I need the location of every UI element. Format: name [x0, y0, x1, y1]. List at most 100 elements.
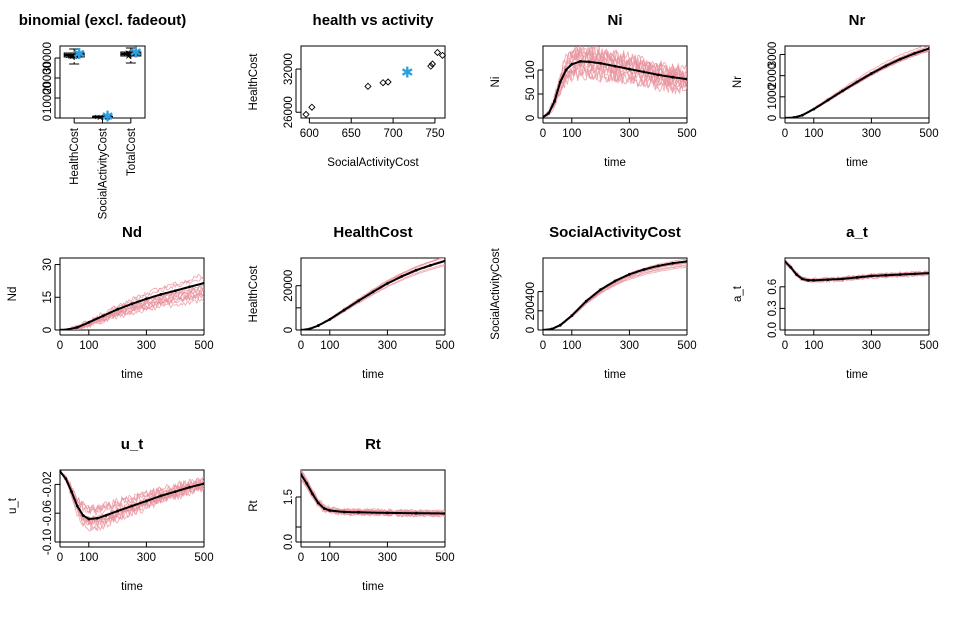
mean-point [400, 274, 404, 278]
mean-point [64, 477, 68, 481]
mean-line [543, 260, 687, 330]
x-axis-label: time [604, 369, 626, 381]
x-tick-label: 500 [677, 128, 696, 140]
y-tick-label: 200 [525, 301, 537, 320]
mean-point [913, 52, 916, 55]
x-tick-label: 300 [862, 128, 881, 140]
panel-title: a_t [846, 224, 868, 241]
plot-frame [59, 257, 205, 331]
x-tick-label: 300 [137, 552, 156, 564]
x-tick-label: 500 [435, 340, 454, 352]
y-tick-label: 50 [525, 88, 537, 101]
y-tick-label: 0.0 [767, 322, 779, 338]
y-axis-label: Rt [248, 499, 260, 511]
y-tick-label: 0.6 [767, 279, 779, 295]
simulation-line [543, 46, 687, 118]
mean-point [342, 510, 346, 514]
x-tick-label: 100 [804, 128, 823, 140]
x-tick-label: 300 [620, 340, 639, 352]
mean-point [550, 327, 554, 330]
y-tick-label: 32000 [283, 53, 295, 85]
mean-point [429, 263, 432, 267]
x-tick-label: 700 [383, 128, 402, 140]
x-tick-label: 300 [137, 340, 156, 352]
mean-point [558, 80, 562, 84]
mean-point [357, 510, 360, 514]
y-tick-label: 0 [767, 115, 779, 121]
scatter-point [433, 48, 442, 57]
mean-point [806, 278, 810, 282]
y-axis-label: SocialActivityCost [490, 248, 502, 340]
mean-point [130, 302, 134, 306]
x-tick-label: 0 [57, 340, 63, 352]
x-axis-label: SocialActivityCost [327, 157, 419, 169]
mean-point [800, 277, 804, 281]
mean-point [841, 89, 844, 93]
mean-point [884, 64, 888, 68]
box-point: × [75, 53, 82, 62]
mean-point [173, 289, 177, 293]
x-tick-label: 600 [300, 128, 319, 140]
panel-title: Nd [122, 224, 142, 241]
scatter-point [364, 82, 372, 90]
mean-point [841, 277, 844, 281]
mean-point [104, 513, 108, 517]
mean-point [671, 75, 674, 79]
mean-point [443, 259, 445, 263]
mean-point [159, 494, 163, 498]
x-tick-label: 500 [919, 340, 938, 352]
mean-point [685, 259, 687, 263]
x-tick-label: 500 [919, 128, 938, 140]
box-point: × [105, 113, 112, 122]
mean-point [75, 325, 79, 329]
mean-point [202, 482, 204, 486]
box-point: × [68, 53, 75, 62]
mean-point [792, 116, 796, 118]
mean-point [584, 299, 588, 303]
simulation-line [60, 273, 204, 330]
mean-point [599, 288, 602, 292]
simulation-line [785, 50, 929, 118]
box-point: × [68, 52, 75, 61]
x-axis-label: time [846, 157, 868, 169]
box-highlight-point: ✱ [73, 45, 86, 63]
mean-point [386, 511, 389, 515]
x-tick-label: 300 [378, 340, 397, 352]
simulation-line [785, 50, 929, 118]
y-tick-label: 30000 [42, 42, 54, 74]
mean-point [587, 60, 591, 64]
mean-point [316, 324, 320, 327]
mean-point [116, 509, 119, 513]
mean-point [543, 328, 545, 330]
x-category-label: HealthCost [69, 127, 81, 185]
series-group [785, 46, 929, 118]
mean-point [67, 327, 71, 330]
x-category-label: SocialActivityCost [98, 127, 110, 219]
panel-title: SocialActivityCost [549, 224, 681, 241]
x-tick-label: 500 [194, 552, 213, 564]
simulation-line [543, 58, 687, 118]
mean-point [96, 516, 99, 520]
y-tick-label: -0.10 [42, 529, 54, 555]
x-tick-label: 0 [57, 552, 63, 564]
x-tick-label: 100 [79, 340, 98, 352]
series-group [60, 470, 204, 532]
y-tick-label: 0 [42, 327, 54, 333]
mean-point [159, 293, 163, 296]
simulation-line [301, 478, 445, 518]
box-point: × [65, 51, 72, 60]
mean-point [414, 511, 418, 515]
box-highlight-point: ✱ [101, 108, 114, 126]
simulation-line [301, 265, 445, 330]
y-axis-label: HealthCost [248, 53, 260, 111]
mean-point [789, 265, 793, 269]
x-tick-label: 500 [194, 340, 213, 352]
mean-point [558, 323, 562, 327]
series-group [543, 258, 687, 330]
x-tick-label: 500 [435, 552, 454, 564]
x-axis-label: time [362, 369, 384, 381]
mean-point [642, 268, 646, 271]
mean-point [75, 504, 79, 508]
